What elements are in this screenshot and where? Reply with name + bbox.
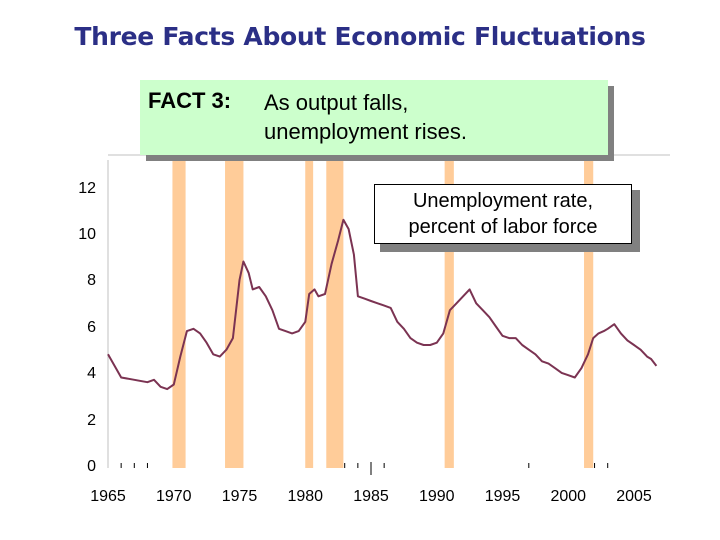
legend-line-1: Unemployment rate, [412, 190, 594, 212]
y-tick-label: 6 [87, 318, 96, 336]
x-tick-label: 1985 [353, 488, 389, 505]
y-tick-label: 2 [87, 411, 96, 429]
fact-line-2: unemployment rises. [264, 119, 467, 144]
series-legend: Unemployment rate, percent of labor forc… [374, 184, 632, 244]
y-tick-label: 8 [87, 272, 96, 290]
x-tick-label: 1965 [90, 488, 126, 505]
y-tick-label: 10 [78, 226, 96, 243]
fact-line-1: As output falls, [264, 90, 409, 115]
fact-text: As output falls, unemployment rises. [264, 88, 467, 146]
x-tick-label: 2000 [550, 488, 587, 505]
x-tick-label: 1980 [287, 488, 324, 505]
recession-bar [326, 158, 344, 468]
recession-bar [225, 158, 244, 468]
y-tick-label: 0 [87, 458, 96, 475]
legend-line-2: percent of labor force [408, 216, 598, 238]
unemployment-line [107, 218, 658, 391]
recession-bar [584, 158, 594, 468]
x-tick-label: 1990 [418, 488, 455, 505]
recession-bar [172, 158, 186, 468]
x-tick-label: 2005 [616, 488, 652, 505]
fact-box: FACT 3: As output falls, unemployment ri… [140, 80, 608, 155]
recession-bar [305, 158, 314, 468]
x-minor-ticks [120, 462, 609, 475]
x-tick-label: 1975 [221, 488, 258, 505]
y-tick-label: 12 [78, 179, 96, 197]
fact-label: FACT 3: [148, 88, 232, 113]
y-tick-label: 4 [87, 365, 96, 383]
slide-title: Three Facts About Economic Fluctuations [74, 22, 646, 51]
x-tick-label: 1995 [484, 488, 521, 505]
x-tick-label: 1970 [155, 488, 192, 505]
